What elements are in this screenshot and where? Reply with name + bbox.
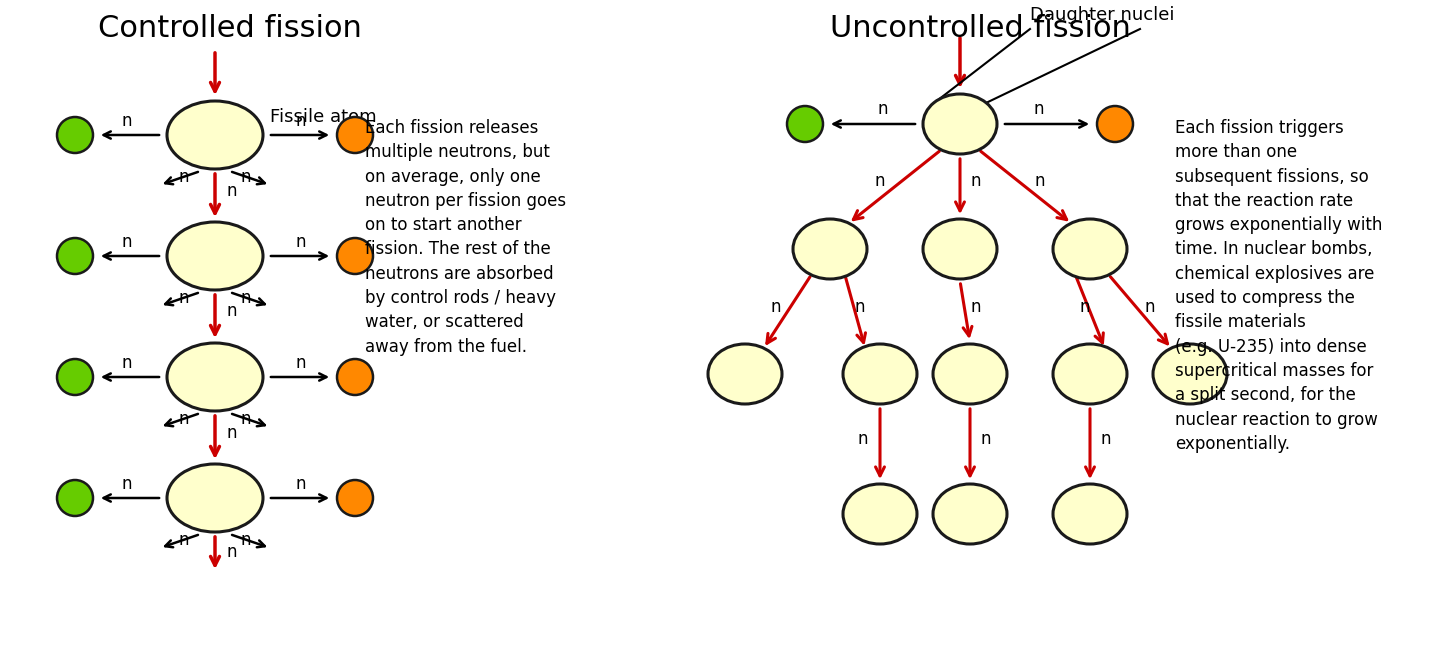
Ellipse shape [166, 464, 263, 532]
Ellipse shape [1152, 344, 1227, 404]
Text: Each fission releases
multiple neutrons, but
on average, only one
neutron per fi: Each fission releases multiple neutrons,… [364, 119, 567, 356]
Ellipse shape [166, 222, 263, 290]
Ellipse shape [1053, 219, 1126, 279]
Text: n: n [858, 430, 868, 448]
Circle shape [337, 480, 373, 516]
Text: n: n [178, 531, 189, 549]
Circle shape [337, 117, 373, 153]
Text: n: n [227, 181, 238, 199]
Ellipse shape [166, 343, 263, 411]
Ellipse shape [933, 344, 1007, 404]
Ellipse shape [842, 484, 917, 544]
Text: n: n [980, 430, 990, 448]
Circle shape [57, 480, 93, 516]
Text: Fissile atom: Fissile atom [270, 108, 376, 126]
Text: Daughter nuclei: Daughter nuclei [1030, 6, 1174, 24]
Text: n: n [227, 303, 238, 321]
Text: n: n [1035, 173, 1045, 191]
Ellipse shape [707, 344, 782, 404]
Ellipse shape [794, 219, 867, 279]
Text: n: n [241, 168, 251, 186]
Text: n: n [241, 289, 251, 307]
Circle shape [337, 238, 373, 274]
Circle shape [57, 359, 93, 395]
Text: Controlled fission: Controlled fission [98, 14, 362, 43]
Text: Uncontrolled fission: Uncontrolled fission [829, 14, 1131, 43]
Ellipse shape [923, 94, 997, 154]
Text: n: n [970, 173, 980, 191]
Ellipse shape [166, 101, 263, 169]
Ellipse shape [1053, 344, 1126, 404]
Text: n: n [227, 424, 238, 442]
Text: n: n [241, 410, 251, 428]
Text: n: n [122, 233, 132, 251]
Text: n: n [296, 112, 306, 130]
Text: n: n [227, 543, 238, 561]
Ellipse shape [933, 484, 1007, 544]
Text: n: n [122, 354, 132, 372]
Text: n: n [241, 531, 251, 549]
Text: n: n [1033, 100, 1045, 118]
Ellipse shape [923, 219, 997, 279]
Text: n: n [296, 475, 306, 493]
Circle shape [1096, 106, 1134, 142]
Circle shape [57, 238, 93, 274]
Text: n: n [122, 475, 132, 493]
Circle shape [57, 117, 93, 153]
Text: n: n [878, 100, 888, 118]
Ellipse shape [1053, 484, 1126, 544]
Ellipse shape [842, 344, 917, 404]
Text: n: n [855, 297, 865, 315]
Text: n: n [122, 112, 132, 130]
Text: n: n [970, 297, 980, 315]
Text: n: n [178, 168, 189, 186]
Text: n: n [1079, 297, 1091, 315]
Circle shape [337, 359, 373, 395]
Text: n: n [296, 354, 306, 372]
Text: n: n [178, 289, 189, 307]
Text: n: n [1101, 430, 1111, 448]
Text: n: n [771, 297, 781, 315]
Text: n: n [296, 233, 306, 251]
Text: n: n [1145, 297, 1155, 315]
Text: n: n [875, 173, 885, 191]
Circle shape [786, 106, 824, 142]
Text: Each fission triggers
more than one
subsequent fissions, so
that the reaction ra: Each fission triggers more than one subs… [1175, 119, 1382, 453]
Text: n: n [178, 410, 189, 428]
